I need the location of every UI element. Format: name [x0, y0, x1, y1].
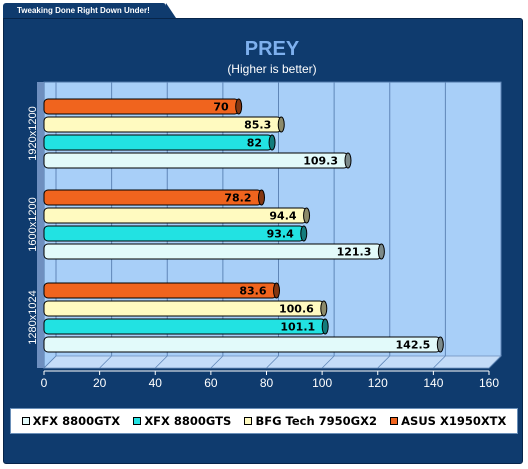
bar-end-cap	[303, 207, 311, 224]
gridline-floor	[154, 355, 168, 369]
bar-value-label: 101.1	[280, 321, 315, 334]
gridline-floor	[43, 355, 57, 369]
bar-value-label: 82	[247, 137, 262, 150]
legend-item: XFX 8800GTS	[133, 414, 231, 428]
legend-label: BFG Tech 7950GX2	[255, 414, 377, 428]
x-tick-label: 0	[41, 376, 48, 390]
category-label: 1920x1200	[27, 106, 39, 160]
legend-item: XFX 8800GTX	[21, 414, 121, 428]
gridline-floor	[266, 355, 279, 369]
bar-end-cap	[320, 300, 328, 317]
bar-end-cap	[257, 189, 265, 206]
x-tick-label: 120	[368, 376, 388, 390]
category-label: 1600x1200	[27, 197, 39, 251]
chart-subtitle: (Higher is better)	[227, 62, 316, 76]
x-tick-label: 80	[260, 376, 274, 390]
legend-swatch	[244, 417, 253, 425]
gridline-floor	[433, 355, 446, 369]
x-tick-label: 20	[93, 376, 107, 390]
chart-legend: XFX 8800GTX XFX 8800GTS BFG Tech 7950GX2 AS…	[10, 408, 518, 434]
legend-item: ASUS X1950XTX	[390, 414, 506, 428]
bar-value-label: 85.3	[244, 119, 271, 132]
gridline-floor	[488, 355, 502, 369]
bar-value-label: 70	[213, 101, 229, 114]
chart-title: PREY	[245, 38, 300, 60]
bar	[43, 336, 441, 353]
bar-end-cap	[300, 225, 308, 242]
legend-label: XFX 8800GTX	[32, 414, 121, 428]
bar-value-label: 83.6	[239, 285, 266, 298]
x-tick-label: 60	[204, 376, 218, 390]
bar-end-cap	[277, 116, 285, 133]
legend-label: ASUS X1950XTX	[401, 414, 507, 428]
gridline-floor	[99, 355, 112, 369]
gridline-floor	[377, 355, 391, 369]
x-tick-label: 100	[312, 376, 332, 390]
bar-value-label: 109.3	[303, 155, 338, 168]
plot-area: 0 20 40 60 80 100 120 140 160 70 85.3 82 109.3 1920x1…	[27, 81, 502, 390]
bar	[43, 225, 305, 242]
bar	[43, 134, 273, 151]
bar-value-label: 100.6	[279, 303, 314, 316]
legend-swatch	[133, 417, 142, 425]
legend-label: XFX 8800GTS	[144, 414, 232, 428]
gridline-floor	[321, 355, 335, 369]
bar-value-label: 94.4	[269, 210, 296, 223]
bar-value-label: 78.2	[224, 192, 251, 205]
bar-end-cap	[377, 243, 385, 260]
gridline-floor	[210, 355, 224, 369]
bar	[43, 207, 308, 224]
bar-end-cap	[268, 134, 276, 151]
bar	[43, 98, 240, 115]
bar-end-cap	[273, 282, 281, 299]
bar-value-label: 93.4	[267, 228, 294, 241]
bar-value-label: 121.3	[337, 246, 372, 259]
site-banner: Tweaking Done Right Down Under!	[3, 3, 176, 18]
legend-swatch	[21, 417, 30, 425]
bar-end-cap	[344, 152, 352, 169]
legend-swatch	[390, 417, 399, 425]
x-tick-label: 140	[423, 376, 443, 390]
bar	[43, 243, 382, 260]
legend-item: BFG Tech 7950GX2	[244, 414, 377, 428]
plot-side-wall	[37, 82, 44, 368]
x-tick-label: 160	[479, 376, 499, 390]
bar-end-cap	[321, 318, 329, 335]
category-label: 1280x1024	[27, 290, 39, 344]
bar-end-cap	[436, 336, 444, 353]
bar-end-cap	[235, 98, 243, 115]
bar-value-label: 142.5	[396, 339, 431, 352]
x-tick-label: 40	[149, 376, 163, 390]
